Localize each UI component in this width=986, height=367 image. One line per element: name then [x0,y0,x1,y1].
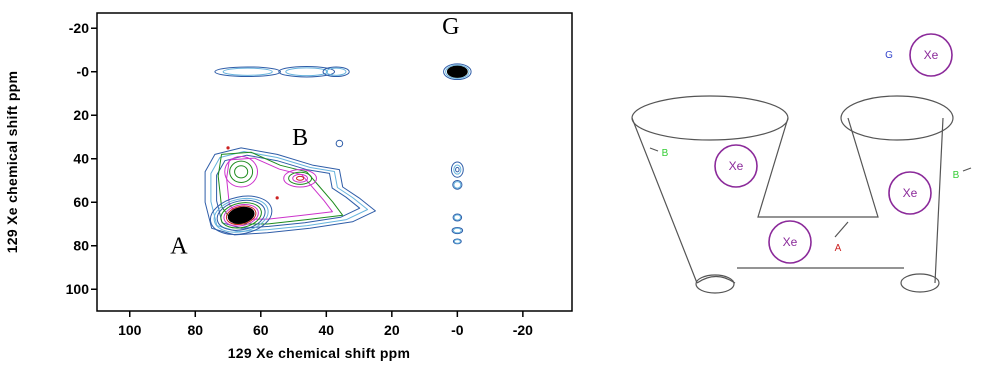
cross-peak-g5-contours [452,238,462,245]
y-tick-label: 40 [73,151,89,167]
peak-label-g: G [442,14,459,40]
cross-peak-ga-contours [450,161,464,178]
x-tick-label: 60 [253,322,269,338]
x-tick-label: 80 [187,322,203,338]
left-cup-rim [631,95,789,141]
peak-labels: A B G [170,14,459,260]
svg-text:Xe: Xe [903,186,918,200]
cross-peak-bg2-contours [322,66,350,78]
xe-atom-bridge: Xe [768,220,812,264]
cross-peak-ag-contours [214,66,281,78]
svg-text:Xe: Xe [924,48,939,62]
site-label-b-left: B [662,148,669,159]
contour-layer [204,63,472,245]
svg-text:Xe: Xe [729,159,744,173]
xe-atom-guest: Xe [909,33,953,77]
y-tick-label: 20 [73,107,89,123]
left-cup-base [695,274,735,294]
x-axis-title: 129 Xe chemical shift ppm [228,345,411,361]
y-tick-label: -0 [77,64,90,80]
x-tick-label: 40 [319,322,335,338]
axis-ticks: 100 80 60 40 20 -0 -20 -20 -0 20 40 60 80 100 [66,20,534,338]
site-label-b-right: B [953,170,960,181]
y-axis-title: 129 Xe chemical shift ppm [4,71,20,254]
y-tick-label: 100 [66,281,90,297]
site-b-left-pointer [649,147,659,152]
peak-a-contours [209,195,273,235]
y-tick-label: 60 [73,194,89,210]
contour-dot [275,196,279,200]
x-tick-label: -20 [513,322,533,338]
contour-envelope-ab [204,147,376,236]
peak-label-b: B [292,125,308,151]
cross-peak-ba-contours [224,156,259,188]
cross-peak-g3-contours [452,213,463,222]
y-tick-label: 80 [73,238,89,254]
left-cup-outline [631,117,944,284]
cross-peak-gb-contours [452,179,463,190]
right-cup-base [900,273,940,293]
plot-frame [96,12,573,312]
right-cup-rim [840,95,954,141]
svg-text:Xe: Xe [783,235,798,249]
cavitand-schematic: Xe Xe Xe Xe G B B A [631,33,972,294]
cross-peak-g4-contours [451,226,464,235]
cross-peak-bg-contours [278,66,336,78]
site-label-g: G [885,50,893,61]
x-tick-label: 100 [118,322,142,338]
contour-dot [226,146,230,150]
peak-g-contours [443,63,472,81]
y-tick-label: -20 [69,20,89,36]
xe-atom-right-cup: Xe [888,171,932,215]
nmr-contour-chart: 100 80 60 40 20 -0 -20 -20 -0 20 40 60 80 100 A B G 129… [4,12,573,361]
site-a-pointer [834,221,849,238]
x-tick-label: 20 [384,322,400,338]
x-tick-label: -0 [451,322,464,338]
peak-label-a: A [170,234,188,260]
xe-atom-left-cup: Xe [714,144,758,188]
peak-b-contours [283,169,317,188]
site-label-a: A [835,243,842,254]
site-b-right-pointer [962,167,972,172]
contour-fragment [335,139,344,148]
